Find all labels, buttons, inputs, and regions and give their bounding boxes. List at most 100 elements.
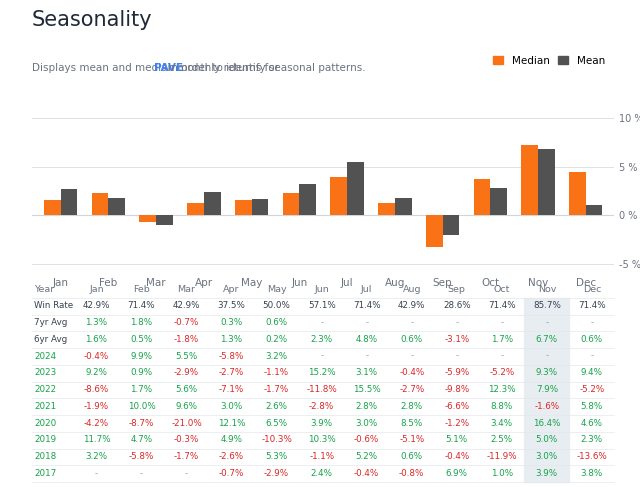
Text: 3.0%: 3.0% xyxy=(356,419,378,428)
Text: Nov: Nov xyxy=(538,284,556,294)
Bar xyxy=(524,415,570,432)
Text: 71.4%: 71.4% xyxy=(488,301,516,310)
Text: Jan: Jan xyxy=(89,284,104,294)
Bar xyxy=(378,203,395,215)
Bar xyxy=(330,177,347,215)
Text: 3.0%: 3.0% xyxy=(536,452,558,461)
Text: -0.4%: -0.4% xyxy=(354,469,380,478)
Text: 6.5%: 6.5% xyxy=(266,419,287,428)
Text: 12.1%: 12.1% xyxy=(218,419,245,428)
Text: 1.7%: 1.7% xyxy=(491,335,513,344)
Bar xyxy=(300,184,316,215)
Bar xyxy=(524,331,570,348)
Bar xyxy=(187,203,204,215)
Text: -: - xyxy=(320,318,323,327)
Text: -5.8%: -5.8% xyxy=(129,452,154,461)
Text: -7.1%: -7.1% xyxy=(219,385,244,394)
Bar xyxy=(524,449,570,466)
Text: 1.3%: 1.3% xyxy=(221,335,243,344)
Bar xyxy=(524,298,570,315)
Text: -2.8%: -2.8% xyxy=(309,402,334,411)
Bar xyxy=(524,466,570,482)
Text: 71.4%: 71.4% xyxy=(353,301,381,310)
Bar xyxy=(92,193,108,215)
Text: -10.3%: -10.3% xyxy=(261,435,292,445)
Text: 9.4%: 9.4% xyxy=(581,368,603,377)
Text: 3.4%: 3.4% xyxy=(491,419,513,428)
Text: 9.3%: 9.3% xyxy=(536,368,558,377)
Text: -5.1%: -5.1% xyxy=(399,435,424,445)
Text: 7yr Avg: 7yr Avg xyxy=(35,318,68,327)
Text: -1.1%: -1.1% xyxy=(309,452,334,461)
Text: Jul: Jul xyxy=(361,284,372,294)
Text: Aug: Aug xyxy=(403,284,421,294)
Text: 2.3%: 2.3% xyxy=(310,335,333,344)
Text: -4.2%: -4.2% xyxy=(84,419,109,428)
Text: -0.4%: -0.4% xyxy=(444,452,469,461)
Text: 3.2%: 3.2% xyxy=(266,352,287,360)
Text: 50.0%: 50.0% xyxy=(262,301,291,310)
Bar xyxy=(524,381,570,398)
Text: 42.9%: 42.9% xyxy=(398,301,426,310)
Text: 5.1%: 5.1% xyxy=(445,435,468,445)
Text: 2.8%: 2.8% xyxy=(401,402,423,411)
Text: 1.6%: 1.6% xyxy=(86,335,108,344)
Text: 6.9%: 6.9% xyxy=(446,469,468,478)
Text: -5.2%: -5.2% xyxy=(579,385,605,394)
Text: Year: Year xyxy=(35,284,54,294)
Text: -1.6%: -1.6% xyxy=(534,402,559,411)
Text: 28.6%: 28.6% xyxy=(443,301,470,310)
Bar xyxy=(395,198,412,215)
Text: 2.3%: 2.3% xyxy=(581,435,603,445)
Text: 0.6%: 0.6% xyxy=(581,335,603,344)
Text: -1.8%: -1.8% xyxy=(174,335,199,344)
Bar xyxy=(44,200,61,215)
Bar xyxy=(442,215,460,235)
Text: 2020: 2020 xyxy=(35,419,56,428)
Text: 2.6%: 2.6% xyxy=(266,402,287,411)
Text: 9.2%: 9.2% xyxy=(86,368,108,377)
Bar xyxy=(140,215,156,222)
Bar xyxy=(524,315,570,331)
Text: 2018: 2018 xyxy=(35,452,56,461)
Text: 10.3%: 10.3% xyxy=(308,435,335,445)
Text: -1.1%: -1.1% xyxy=(264,368,289,377)
Bar xyxy=(524,348,570,365)
Text: -1.2%: -1.2% xyxy=(444,419,469,428)
Text: -2.7%: -2.7% xyxy=(399,385,424,394)
Text: 0.5%: 0.5% xyxy=(131,335,152,344)
Text: 4.6%: 4.6% xyxy=(581,419,603,428)
Text: 57.1%: 57.1% xyxy=(308,301,335,310)
Text: -: - xyxy=(590,318,593,327)
Text: 3.1%: 3.1% xyxy=(356,368,378,377)
Text: 5.3%: 5.3% xyxy=(266,452,288,461)
Bar xyxy=(538,150,555,215)
Text: -: - xyxy=(410,318,413,327)
Text: -: - xyxy=(545,352,548,360)
Text: -11.9%: -11.9% xyxy=(486,452,517,461)
Text: 5.8%: 5.8% xyxy=(580,402,603,411)
Text: 37.5%: 37.5% xyxy=(218,301,246,310)
Text: -2.9%: -2.9% xyxy=(264,469,289,478)
Text: -: - xyxy=(455,318,458,327)
Text: 1.3%: 1.3% xyxy=(85,318,108,327)
Text: 2022: 2022 xyxy=(35,385,56,394)
Bar xyxy=(474,180,490,215)
Bar xyxy=(204,192,221,215)
Text: 0.6%: 0.6% xyxy=(401,335,423,344)
Text: -2.7%: -2.7% xyxy=(219,368,244,377)
Text: 0.2%: 0.2% xyxy=(266,335,287,344)
Text: -: - xyxy=(185,469,188,478)
Text: 42.9%: 42.9% xyxy=(173,301,200,310)
Text: Apr: Apr xyxy=(223,284,240,294)
Bar xyxy=(522,145,538,215)
Text: 12.3%: 12.3% xyxy=(488,385,516,394)
Text: -0.4%: -0.4% xyxy=(399,368,424,377)
Text: -0.7%: -0.7% xyxy=(174,318,199,327)
Text: 71.4%: 71.4% xyxy=(578,301,605,310)
Text: 7.9%: 7.9% xyxy=(536,385,558,394)
Text: 9.9%: 9.9% xyxy=(131,352,152,360)
Text: in order to identify seasonal patterns.: in order to identify seasonal patterns. xyxy=(164,63,365,73)
Text: 42.9%: 42.9% xyxy=(83,301,110,310)
Text: 3.9%: 3.9% xyxy=(310,419,333,428)
